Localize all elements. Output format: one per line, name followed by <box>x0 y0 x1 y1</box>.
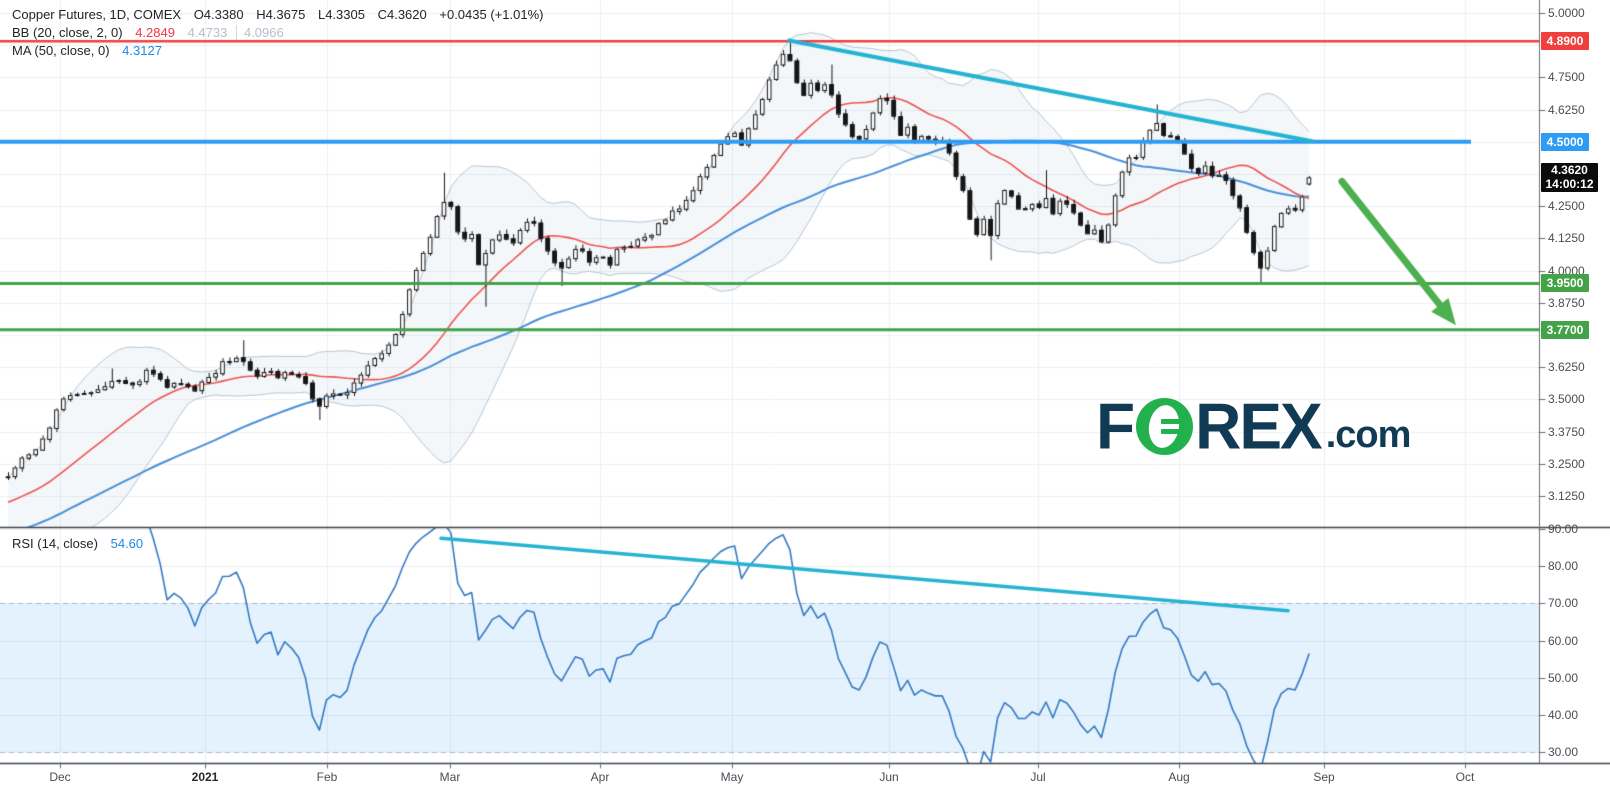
price-tick-label: 3.8750 <box>1548 295 1585 310</box>
price-tick-label: 3.1250 <box>1548 489 1585 503</box>
symbol-title: Copper Futures, 1D, COMEX <box>12 7 182 22</box>
price-tick-label: 3.2500 <box>1548 456 1585 471</box>
ma-value: 4.3127 <box>122 43 162 58</box>
last-price-badge: 4.3620 14:00:12 <box>1541 162 1598 192</box>
level-badge-3950: 3.9500 <box>1541 274 1589 293</box>
time-tick-label: May <box>720 770 744 784</box>
time-tick-label: Mar <box>439 770 461 784</box>
time-tick-label: Jun <box>879 770 899 784</box>
time-tick-label: Apr <box>590 770 610 784</box>
rsi-tick-label: 60.00 <box>1548 633 1579 648</box>
ma-legend[interactable]: MA (50, close, 0) 4.3127 <box>12 43 171 58</box>
price-tick-label: 4.1250 <box>1548 231 1585 246</box>
bb-basis-value: 4.2849 <box>135 25 175 40</box>
rsi-tick-label: 90.00 <box>1548 522 1579 536</box>
time-tick-label: Jul <box>1030 770 1046 784</box>
ohlc-low: L4.3305 <box>317 7 365 22</box>
time-tick-label: Oct <box>1455 770 1475 784</box>
ohlc-close: C4.3620 <box>377 7 427 22</box>
ma-label: MA (50, close, 0) <box>12 43 110 58</box>
logo-letters-rex: REX <box>1195 389 1323 463</box>
time-tick-label: Aug <box>1168 770 1190 784</box>
time-tick-label: 2021 <box>191 770 219 784</box>
price-tick-label: 3.6250 <box>1548 360 1585 375</box>
price-tick-label: 4.2500 <box>1548 199 1585 214</box>
rsi-tick-label: 70.00 <box>1548 596 1579 611</box>
change-value: +0.0435 (+1.01%) <box>439 7 544 22</box>
rsi-tick-label: 30.00 <box>1548 745 1579 760</box>
logo-com-suffix: .com <box>1325 414 1412 456</box>
logo-o-icon <box>1136 397 1194 455</box>
price-tick-label: 4.0000 <box>1548 263 1585 278</box>
time-tick-label: Sep <box>1313 770 1335 784</box>
price-tick-label: 4.6250 <box>1548 102 1585 117</box>
logo-letter-f: F <box>1096 389 1135 463</box>
bb-legend[interactable]: BB (20, close, 2, 0) 4.2849 4.4733 4.096… <box>12 25 293 40</box>
rsi-tick-label: 50.00 <box>1548 670 1579 685</box>
ohlc-high: H4.3675 <box>256 7 306 22</box>
rsi-value: 54.60 <box>110 536 144 551</box>
time-tick-label: Dec <box>49 770 71 784</box>
level-badge-4500: 4.5000 <box>1541 132 1589 151</box>
rsi-tick-label: 80.00 <box>1548 559 1579 574</box>
bb-label: BB (20, close, 2, 0) <box>12 25 123 40</box>
level-badge-4890: 4.8900 <box>1541 32 1589 51</box>
price-tick-label: 3.5000 <box>1548 392 1585 407</box>
price-tick-label: 4.7500 <box>1548 70 1585 85</box>
rsi-tick-label: 40.00 <box>1548 708 1579 722</box>
level-badge-3770: 3.7700 <box>1541 320 1589 339</box>
price-tick-label: 5.0000 <box>1548 6 1585 20</box>
ohlc-open: O4.3380 <box>193 7 244 22</box>
price-tick-label: 3.3750 <box>1548 424 1585 439</box>
bb-upper-value: 4.4733 <box>187 25 228 40</box>
symbol-legend[interactable]: Copper Futures, 1D, COMEX O4.3380 H4.367… <box>12 7 552 22</box>
time-tick-label: Feb <box>316 770 338 784</box>
rsi-label: RSI (14, close) <box>12 536 98 551</box>
forex-com-logo: F REX .com <box>1096 389 1412 463</box>
bb-lower-value: 4.0966 <box>235 25 284 40</box>
rsi-legend[interactable]: RSI (14, close) 54.60 <box>12 536 152 551</box>
